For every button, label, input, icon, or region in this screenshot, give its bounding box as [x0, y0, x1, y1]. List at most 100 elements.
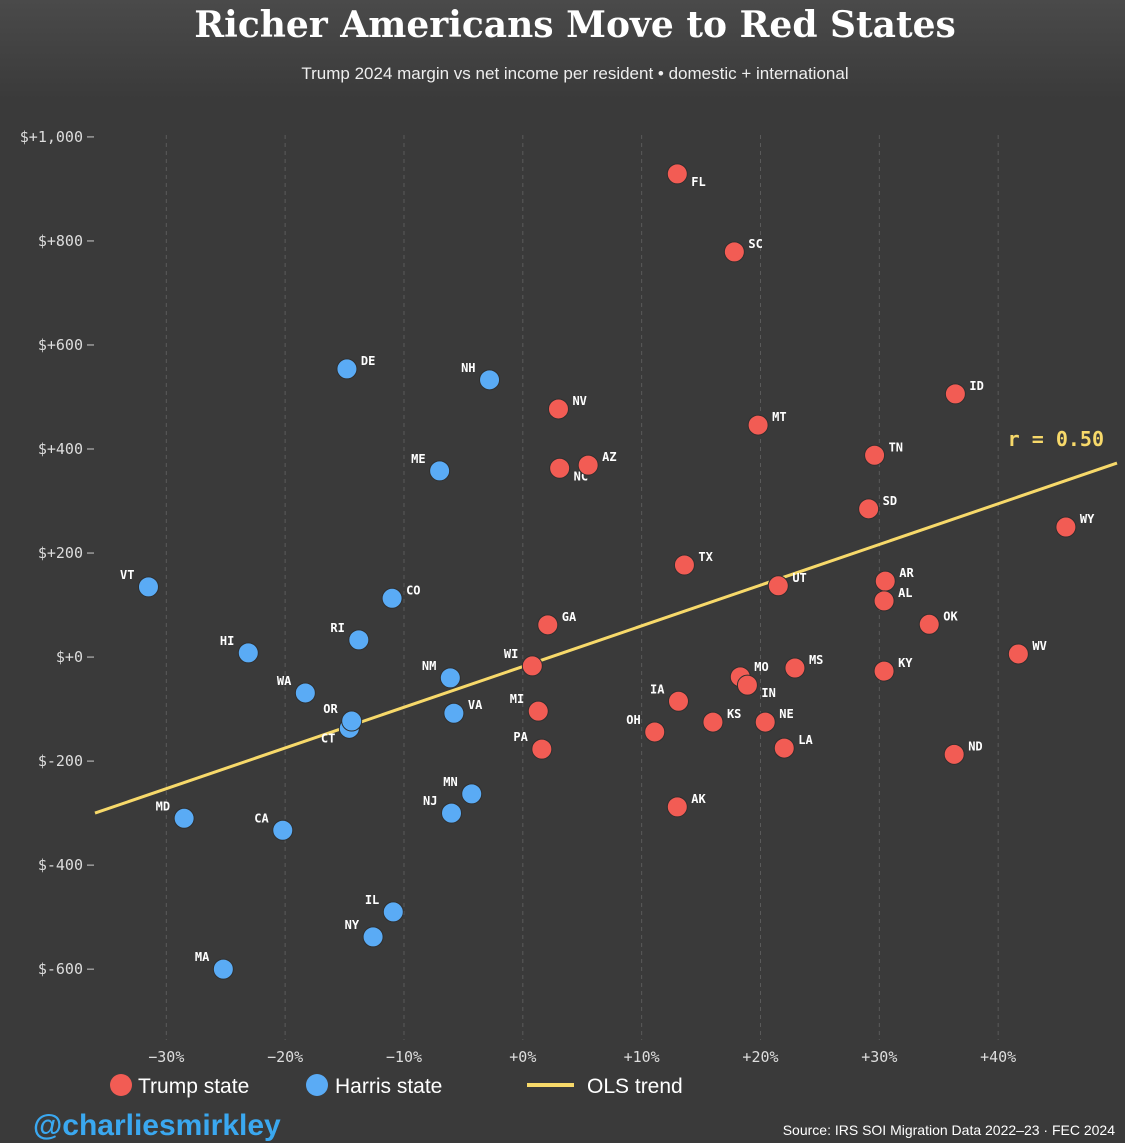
point-az — [577, 454, 599, 476]
legend-trend-label: OLS trend — [587, 1075, 683, 1098]
y-tick-label: $+400 — [38, 440, 83, 458]
y-axis: $+1,000 $+800 $+600 $+400 $+200 $+0 $-200 $-400… — [20, 128, 94, 978]
chart-title: Richer Americans Move to Red States — [194, 4, 956, 46]
point-nj — [441, 802, 463, 824]
x-tick-label: +20% — [742, 1048, 778, 1066]
point-label: SC — [748, 237, 762, 251]
point-label: MT — [772, 410, 786, 424]
point-label: MD — [156, 799, 170, 813]
point-nd — [943, 743, 965, 765]
point-label: WV — [1032, 639, 1046, 653]
point-label: AL — [898, 586, 912, 600]
point-ok — [918, 613, 940, 635]
point-label: FL — [691, 175, 705, 189]
point-label: HI — [220, 634, 234, 648]
x-tick-label: −30% — [148, 1048, 184, 1066]
author-handle: @charliesmirkley — [33, 1109, 281, 1142]
point-label: AZ — [602, 450, 616, 464]
x-tick-label: +0% — [509, 1048, 536, 1066]
point-de — [336, 358, 358, 380]
point-mi — [527, 700, 549, 722]
point-label: MA — [195, 950, 210, 964]
point-ar — [874, 570, 896, 592]
point-label: KY — [898, 656, 913, 670]
point-ne — [754, 711, 776, 733]
point-label: NM — [422, 659, 436, 673]
point-label: TX — [698, 550, 713, 564]
y-tick-label: $+600 — [38, 336, 83, 354]
point-label: TN — [889, 440, 903, 454]
point-ma — [212, 958, 234, 980]
point-label: SD — [883, 494, 897, 508]
point-wi — [521, 655, 543, 677]
legend: Trump state Harris state OLS trend — [110, 1074, 683, 1098]
y-tick-label: $-400 — [38, 856, 83, 874]
point-label: WI — [504, 647, 518, 661]
y-tick-label: $-600 — [38, 960, 83, 978]
point-label: ME — [411, 452, 425, 466]
point-wy — [1055, 516, 1077, 538]
point-sd — [858, 498, 880, 520]
point-md — [173, 807, 195, 829]
point-label: CO — [406, 583, 420, 597]
point-ca — [272, 819, 294, 841]
chart-subtitle: Trump 2024 margin vs net income per resi… — [301, 64, 848, 83]
legend-harris-marker — [306, 1074, 328, 1096]
legend-harris-label: Harris state — [335, 1075, 442, 1098]
point-in — [736, 674, 758, 696]
point-label: ID — [969, 379, 983, 393]
point-label: OR — [323, 702, 338, 716]
ols-trend-line — [94, 461, 1118, 815]
point-label: CA — [254, 811, 269, 825]
point-label: AR — [899, 566, 914, 580]
point-ks — [702, 711, 724, 733]
y-tick-label: $+200 — [38, 544, 83, 562]
correlation-label: r = 0.50 — [1008, 427, 1104, 451]
point-label: KS — [727, 707, 741, 721]
point-label: NY — [345, 918, 360, 932]
point-label: VA — [468, 698, 483, 712]
point-tx — [673, 554, 695, 576]
point-fl — [666, 163, 688, 185]
point-or — [341, 710, 363, 732]
point-label: MN — [443, 775, 457, 789]
point-label: NH — [461, 361, 475, 375]
point-label: CT — [321, 731, 335, 745]
point-wa — [294, 682, 316, 704]
point-oh — [644, 721, 666, 743]
point-label: WA — [277, 674, 292, 688]
point-label: IN — [761, 686, 775, 700]
point-nh — [479, 369, 501, 391]
point-label: MS — [809, 653, 823, 667]
x-tick-label: +40% — [980, 1048, 1016, 1066]
point-label: PA — [513, 730, 528, 744]
point-la — [773, 737, 795, 759]
point-label: MO — [754, 660, 768, 674]
point-label: ND — [968, 739, 982, 753]
x-tick-label: −10% — [386, 1048, 422, 1066]
point-id — [944, 383, 966, 405]
point-sc — [723, 241, 745, 263]
point-label: IA — [650, 682, 665, 696]
y-tick-label: $+0 — [56, 648, 83, 666]
legend-trump-label: Trump state — [138, 1075, 249, 1098]
trend: r = 0.50 — [94, 427, 1118, 815]
point-va — [443, 702, 465, 724]
point-pa — [531, 738, 553, 760]
point-label: RI — [330, 621, 344, 635]
point-mt — [747, 414, 769, 436]
y-tick-label: $-200 — [38, 752, 83, 770]
grid — [165, 135, 999, 1040]
point-hi — [237, 642, 259, 664]
x-axis: −30% −20% −10% +0% +10% +20% +30% +40% — [148, 1048, 1016, 1066]
point-il — [382, 901, 404, 923]
point-tn — [864, 444, 886, 466]
point-co — [381, 587, 403, 609]
point-label: MI — [510, 692, 524, 706]
point-nc — [549, 457, 571, 479]
y-tick-label: $+800 — [38, 232, 83, 250]
point-label: VT — [120, 568, 134, 582]
x-tick-label: +10% — [624, 1048, 660, 1066]
point-label: IL — [365, 893, 379, 907]
legend-trump-marker — [110, 1074, 132, 1096]
